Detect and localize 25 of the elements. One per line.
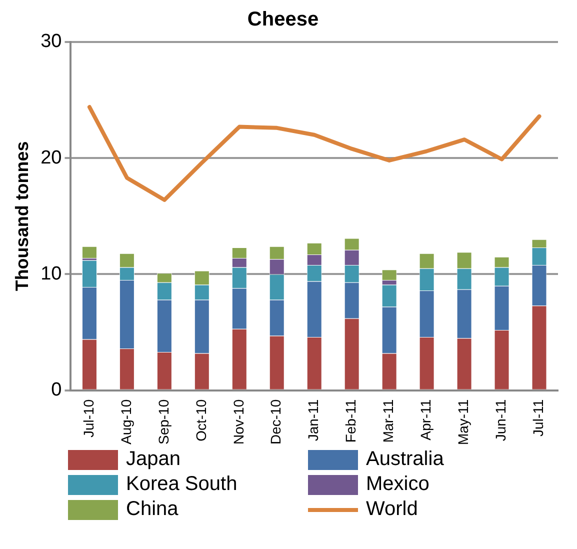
legend-label: Australia <box>366 448 444 471</box>
x-tick-label: Nov-10 <box>230 399 246 444</box>
x-tick-label: Feb-11 <box>342 399 359 443</box>
x-tick-label: Oct-10 <box>192 399 209 442</box>
y-tick-label: 30 <box>40 31 62 52</box>
legend-label: China <box>126 498 178 521</box>
y-tick-label: 0 <box>51 380 62 401</box>
chart-title: Cheese <box>247 8 319 31</box>
y-tick-label: 20 <box>40 147 62 168</box>
x-tick-label: Mar-11 <box>380 399 396 443</box>
y-tick-label: 10 <box>40 263 62 284</box>
y-axis-title: Thousand tonnes <box>12 141 32 292</box>
x-tick-label: Jul-10 <box>80 399 96 438</box>
legend-label: World <box>366 498 418 521</box>
x-tick-label: Sep-10 <box>155 399 172 445</box>
x-tick-label: May-11 <box>455 399 472 446</box>
legend-label: Mexico <box>366 473 430 496</box>
x-tick-label: Jul-11 <box>530 399 546 436</box>
legend-label: Korea South <box>126 473 238 496</box>
x-tick-label: Apr-11 <box>418 399 434 440</box>
x-tick-label: Dec-10 <box>268 399 284 444</box>
legend-label: Japan <box>126 448 180 471</box>
x-tick-label: Jan-11 <box>305 399 322 442</box>
x-tick-label: Aug-10 <box>118 399 134 445</box>
x-tick-label: Jun-11 <box>492 399 509 442</box>
